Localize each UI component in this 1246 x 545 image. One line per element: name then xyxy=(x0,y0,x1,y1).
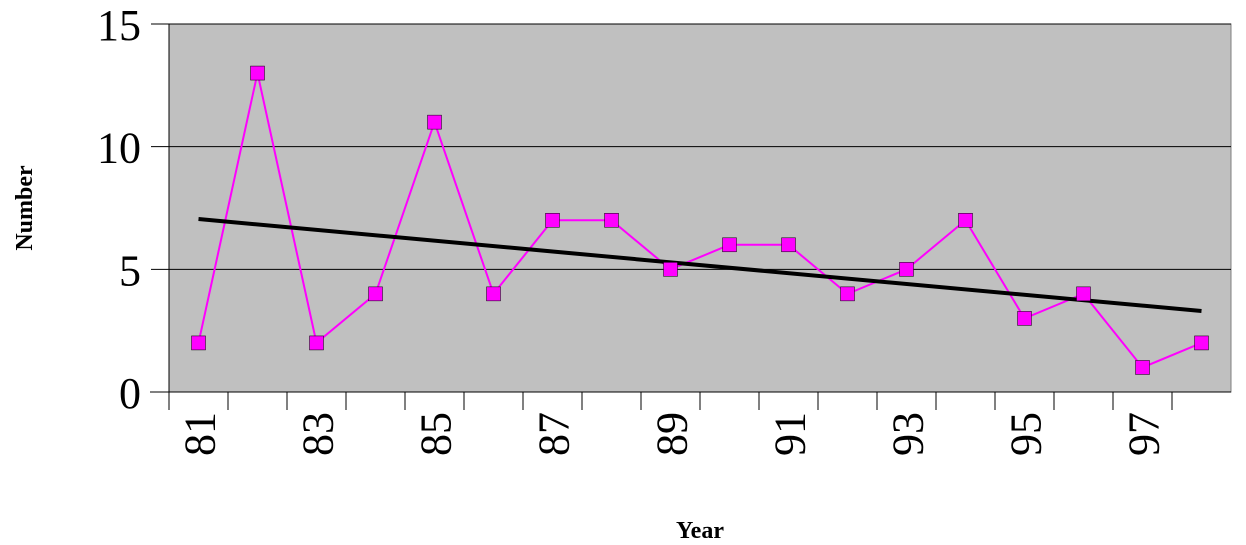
y-tick-label: 5 xyxy=(119,246,141,295)
y-tick-label: 10 xyxy=(97,124,141,173)
axes xyxy=(150,23,1231,410)
plot-area xyxy=(168,23,1232,393)
data-point-marker xyxy=(545,213,560,228)
x-axis-title: Year xyxy=(676,518,724,544)
x-tick-label: 95 xyxy=(1002,412,1051,456)
data-point-marker xyxy=(250,65,265,81)
data-point-marker xyxy=(663,262,678,277)
x-axis-tick-labels: 81 83 85 87 89 91 93 95 97 xyxy=(176,412,1169,456)
y-axis-title: Number xyxy=(12,165,38,251)
y-axis-tick-labels: 0 5 10 15 xyxy=(97,1,141,418)
data-point-marker xyxy=(309,335,324,351)
data-point-marker xyxy=(427,114,442,130)
series-line xyxy=(197,72,1202,369)
series-layer xyxy=(191,65,1209,375)
data-point-marker xyxy=(1135,360,1150,375)
data-point-marker xyxy=(781,237,796,253)
x-tick-label: 89 xyxy=(648,412,697,456)
x-tick-label: 83 xyxy=(294,412,343,456)
y-tick-label: 0 xyxy=(119,369,141,418)
data-point-marker xyxy=(1194,335,1209,351)
data-point-marker xyxy=(958,213,973,228)
x-tick-label: 81 xyxy=(176,412,225,456)
data-point-marker xyxy=(1076,286,1091,302)
data-point-marker xyxy=(604,213,619,228)
data-point-marker xyxy=(722,237,737,253)
gridlines xyxy=(169,23,1231,270)
x-tick-label: 93 xyxy=(884,412,933,456)
data-point-marker xyxy=(191,335,206,351)
x-tick-label: 91 xyxy=(766,412,815,456)
x-tick-label: 87 xyxy=(530,412,579,456)
data-point-marker xyxy=(840,286,855,302)
x-tick-label: 85 xyxy=(412,412,461,456)
x-tick-label: 97 xyxy=(1120,412,1169,456)
data-point-marker xyxy=(1017,311,1032,326)
data-point-marker xyxy=(486,286,501,302)
data-point-marker xyxy=(899,262,914,277)
y-tick-label: 15 xyxy=(97,1,141,50)
trendline xyxy=(198,217,1202,314)
data-point-marker xyxy=(368,286,383,302)
